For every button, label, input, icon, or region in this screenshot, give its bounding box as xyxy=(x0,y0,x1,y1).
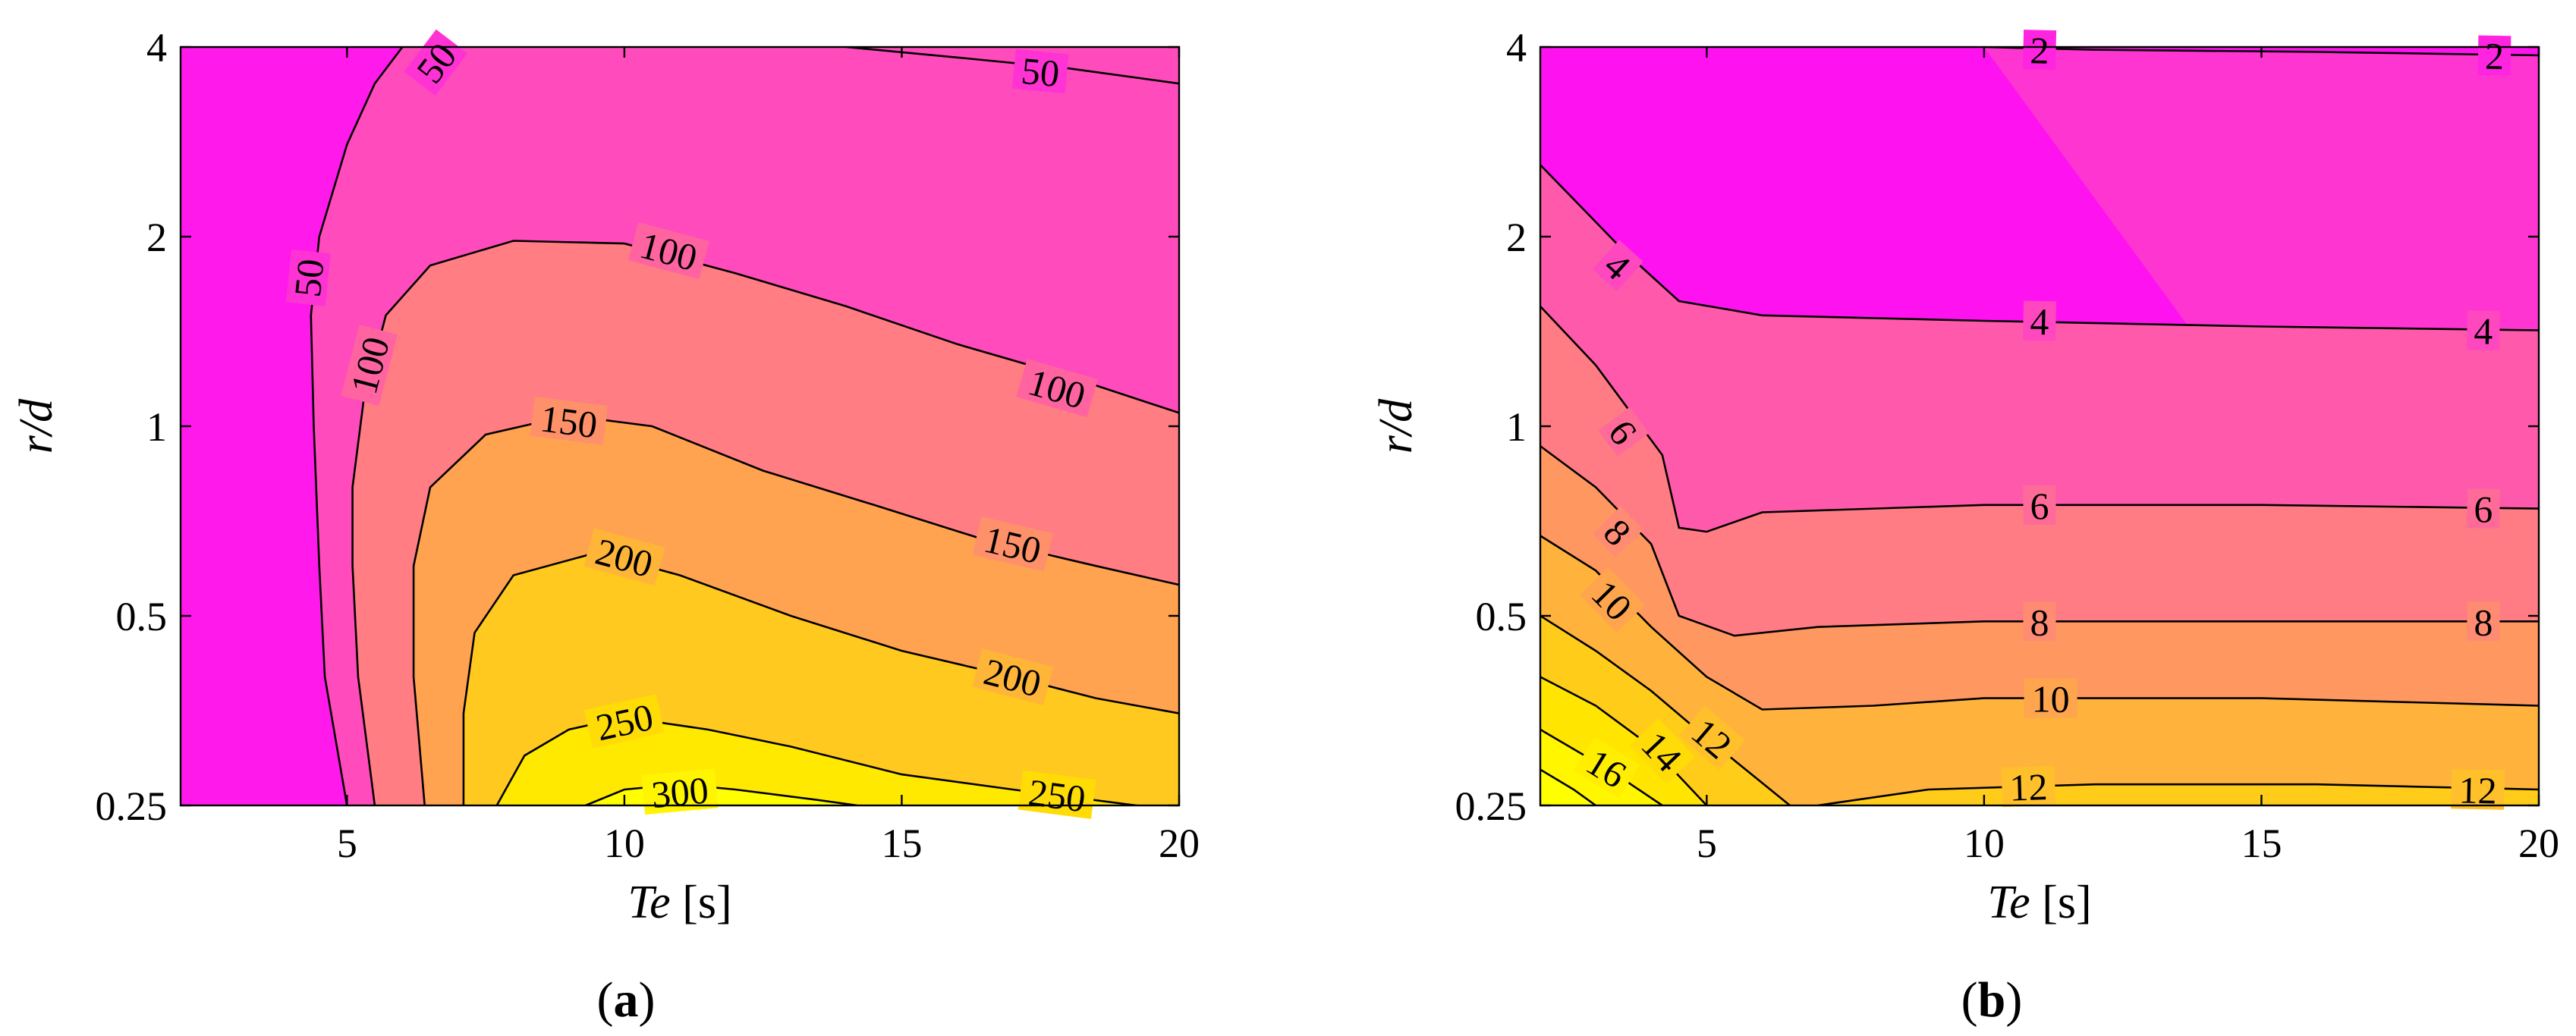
contour-label-8: 8 xyxy=(2023,601,2056,643)
y-tick-label: 0.25 xyxy=(1455,783,1527,829)
contour-label-text: 10 xyxy=(2032,678,2070,720)
panel-label-b: (b) xyxy=(1961,972,2023,1028)
contour-label-4: 4 xyxy=(2467,309,2500,353)
x-axis-label: Te [s] xyxy=(1987,877,2091,928)
contour-line-6 xyxy=(1540,306,2539,533)
contour-label-50: 50 xyxy=(1011,49,1069,96)
contour-label-text: 50 xyxy=(286,257,332,300)
x-tick-label: 10 xyxy=(604,821,645,866)
contour-line-12 xyxy=(1540,614,1791,805)
contour-line-50 xyxy=(310,47,404,805)
contour-label-text: 2 xyxy=(2485,35,2505,77)
contour-label-text: 4 xyxy=(2030,300,2049,344)
y-tick-label: 2 xyxy=(146,215,167,260)
x-tick-label: 10 xyxy=(1964,821,2005,866)
contour-label-text: 6 xyxy=(2474,488,2493,530)
contour-label-text: 8 xyxy=(2030,601,2049,643)
contour-band-12 xyxy=(1817,784,2539,805)
contour-label-250: 250 xyxy=(1018,770,1096,820)
y-axis-label: r/d xyxy=(11,398,62,454)
y-tick-label: 1 xyxy=(146,404,167,450)
x-tick-label: 20 xyxy=(2518,821,2559,866)
contour-line-8 xyxy=(1540,445,2539,637)
contour-label-10: 10 xyxy=(2024,678,2077,720)
contour-line-18 xyxy=(1540,768,1596,805)
contour-line-4 xyxy=(1540,164,2539,331)
contour-label-150: 150 xyxy=(530,396,609,446)
contour-label-text: 4 xyxy=(2474,309,2493,352)
contour-line-250 xyxy=(495,716,1144,805)
contour-line-100 xyxy=(351,240,1179,805)
contour-label-text: 250 xyxy=(1026,771,1088,820)
y-tick-label: 2 xyxy=(1506,215,1527,260)
contour-line-12 xyxy=(1817,783,2539,805)
y-tick-label: 1 xyxy=(1506,404,1527,450)
y-axis-label: r/d xyxy=(1370,398,1422,454)
contour-label-text: 12 xyxy=(2009,765,2049,809)
contour-label-12: 12 xyxy=(2001,765,2056,809)
contour-label-50: 50 xyxy=(285,249,332,306)
contour-label-text: 2 xyxy=(2030,29,2049,72)
x-tick-label: 15 xyxy=(881,821,922,866)
y-tick-label: 0.5 xyxy=(116,594,168,639)
contour-line-14 xyxy=(1540,676,1708,805)
contour-label-6: 6 xyxy=(2467,488,2500,531)
x-tick-label: 5 xyxy=(337,821,357,866)
y-tick-label: 0.5 xyxy=(1476,594,1527,639)
contour-label-6: 6 xyxy=(2023,485,2056,527)
contour-label-text: 300 xyxy=(650,768,710,816)
x-tick-label: 15 xyxy=(2241,821,2282,866)
contour-label-2: 2 xyxy=(2022,29,2057,72)
contour-label-300: 300 xyxy=(641,768,719,816)
contour-label-text: 50 xyxy=(1019,49,1061,96)
y-tick-label: 4 xyxy=(1506,25,1527,71)
x-tick-label: 5 xyxy=(1697,821,1717,866)
y-tick-label: 0.25 xyxy=(96,783,168,829)
panel-label-a: (a) xyxy=(597,972,656,1028)
contour-label-4: 4 xyxy=(2022,300,2057,344)
contour-band-10 xyxy=(1540,535,2539,805)
contour-label-2: 2 xyxy=(2477,35,2512,77)
contour-fills xyxy=(181,47,1179,805)
contour-label-text: 8 xyxy=(2474,601,2493,643)
contour-label-text: 150 xyxy=(538,397,600,446)
contour-label-8: 8 xyxy=(2467,601,2500,643)
y-tick-label: 4 xyxy=(146,25,167,71)
x-axis-label: Te [s] xyxy=(627,877,731,928)
contour-label-text: 6 xyxy=(2030,485,2049,527)
contour-band-2 xyxy=(1983,47,2539,805)
x-tick-label: 20 xyxy=(1159,821,1200,866)
